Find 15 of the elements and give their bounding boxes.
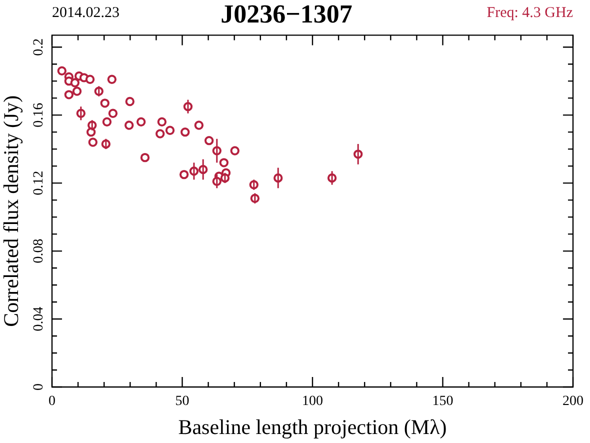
y-tick-label: 0	[32, 384, 47, 390]
y-tick-label: 0.2	[32, 38, 47, 56]
x-axis-title: Baseline length projection (Mλ)	[178, 414, 447, 439]
text: 2014.02.23	[52, 4, 120, 21]
x-tick-label: 50	[175, 394, 190, 410]
y-tick-label: 0.04	[32, 306, 47, 332]
y-tick-label: 0.16	[32, 102, 47, 128]
y-axis-title: Correlated flux density (Jy)	[0, 95, 24, 327]
y-tick-label: 0.08	[32, 238, 47, 264]
text: Freq: 4.3 GHz	[486, 4, 574, 21]
x-tick-label: 150	[432, 394, 454, 410]
x-tick-label: 100	[302, 394, 323, 410]
y-tick-label: 0.12	[32, 170, 47, 196]
chart-title: J0236−1307	[220, 0, 352, 28]
x-tick-label: 200	[562, 394, 584, 410]
